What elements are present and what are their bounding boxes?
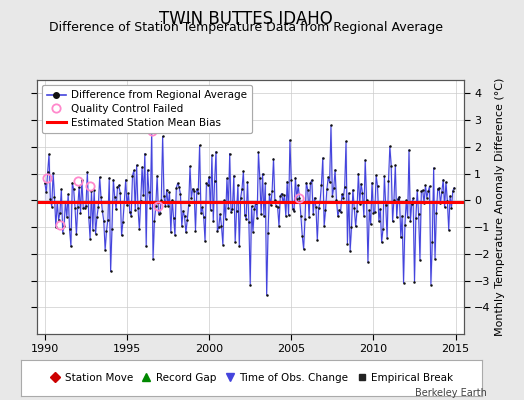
Text: TWIN BUTTES IDAHO: TWIN BUTTES IDAHO <box>159 10 333 28</box>
Legend: Station Move, Record Gap, Time of Obs. Change, Empirical Break: Station Move, Record Gap, Time of Obs. C… <box>47 370 456 386</box>
Text: Berkeley Earth: Berkeley Earth <box>416 388 487 398</box>
Legend: Difference from Regional Average, Quality Control Failed, Estimated Station Mean: Difference from Regional Average, Qualit… <box>42 85 252 133</box>
Text: Difference of Station Temperature Data from Regional Average: Difference of Station Temperature Data f… <box>49 21 443 34</box>
Y-axis label: Monthly Temperature Anomaly Difference (°C): Monthly Temperature Anomaly Difference (… <box>495 78 505 336</box>
